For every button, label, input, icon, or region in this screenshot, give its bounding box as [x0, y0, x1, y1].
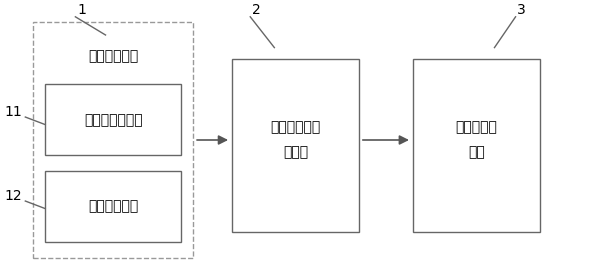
Text: 12: 12: [4, 189, 22, 203]
Bar: [45, 84, 181, 155]
Text: 3: 3: [517, 3, 526, 17]
Bar: [33, 22, 193, 258]
Text: 检测主控单元: 检测主控单元: [88, 199, 139, 213]
Text: 1: 1: [77, 3, 86, 17]
Text: 车辆检测器接: 车辆检测器接: [270, 120, 321, 134]
Text: 车辆检测模块: 车辆检测模块: [88, 49, 139, 63]
Text: 11: 11: [4, 105, 22, 119]
Text: 设备检测传感器: 设备检测传感器: [84, 113, 143, 127]
Text: 交通信号控: 交通信号控: [455, 120, 497, 134]
Text: 制机: 制机: [468, 146, 485, 160]
Bar: [45, 171, 181, 242]
Bar: [413, 59, 540, 232]
Text: 2: 2: [252, 3, 260, 17]
Bar: [232, 59, 359, 232]
Text: 收模块: 收模块: [283, 146, 308, 160]
